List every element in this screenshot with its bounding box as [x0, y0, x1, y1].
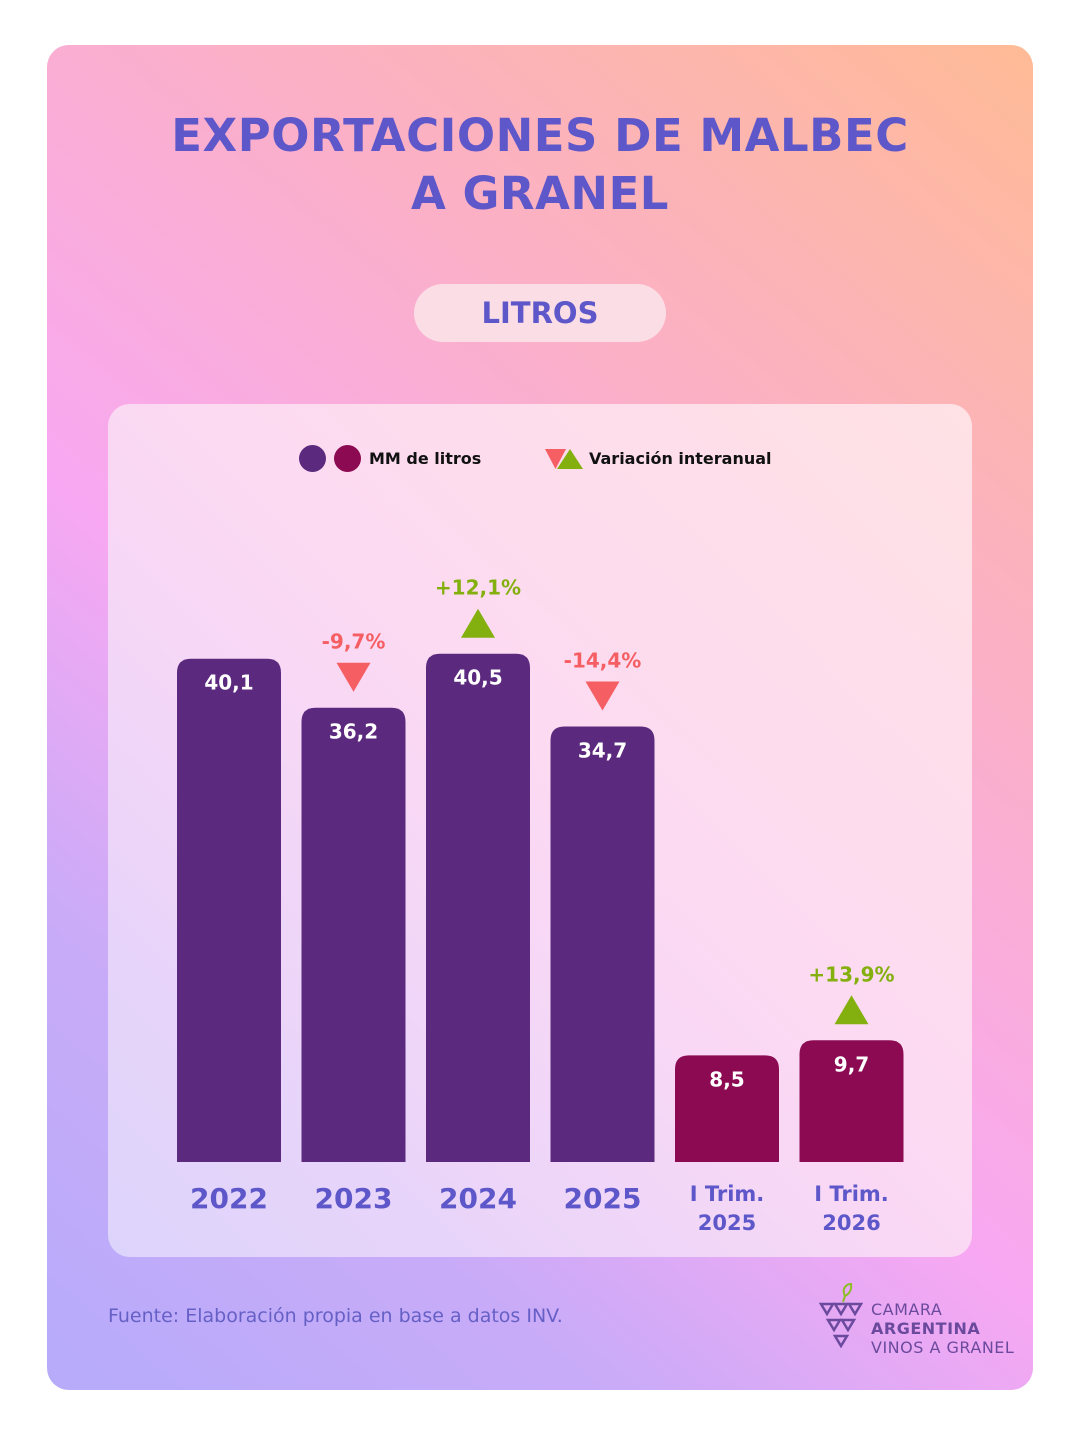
- bar-0: [177, 658, 281, 1162]
- category-label-0: 2022: [190, 1182, 268, 1215]
- bar-5: [799, 1040, 904, 1162]
- value-label-5: 9,7: [834, 1052, 869, 1076]
- bar-2: [426, 653, 530, 1162]
- logo-line-1: CAMARA: [871, 1300, 943, 1319]
- chart-title: EXPORTACIONES DE MALBEC A GRANEL: [47, 107, 1033, 223]
- value-label-4: 8,5: [709, 1067, 744, 1091]
- legend-up-triangle: [557, 449, 583, 469]
- legend-variation-icon: [545, 449, 583, 469]
- legend-series-label: MM de litros: [369, 449, 482, 468]
- legend-annual-dot: [299, 445, 326, 472]
- bar-1: [301, 707, 406, 1162]
- category-label-1: 2023: [315, 1182, 393, 1215]
- bar-4: [675, 1055, 779, 1162]
- title-line-1: EXPORTACIONES DE MALBEC: [171, 109, 909, 162]
- category-label-4-line-0: I Trim.: [690, 1182, 765, 1206]
- logo-line-3: VINOS A GRANEL: [871, 1338, 1015, 1357]
- category-label-2: 2024: [439, 1182, 517, 1215]
- bar-3: [550, 726, 655, 1162]
- legend-quarter-dot: [334, 445, 361, 472]
- value-label-2: 40,5: [453, 666, 502, 690]
- title-line-2: A GRANEL: [411, 167, 669, 220]
- logo-line-2: ARGENTINA: [871, 1319, 981, 1338]
- legend-variation-label: Variación interanual: [589, 449, 772, 468]
- variation-label-1: -9,7%: [322, 630, 386, 654]
- value-label-1: 36,2: [329, 720, 378, 744]
- variation-down-icon-1: [336, 662, 371, 692]
- unit-pill: LITROS: [414, 284, 666, 342]
- legend-down-triangle: [545, 449, 566, 469]
- category-label-5-line-0: I Trim.: [814, 1182, 889, 1206]
- infographic-card: EXPORTACIONES DE MALBEC A GRANEL LITROS …: [47, 45, 1033, 1390]
- variation-label-2: +12,1%: [435, 576, 521, 600]
- value-label-0: 40,1: [204, 671, 253, 695]
- category-label-5-line-1: 2026: [822, 1211, 880, 1235]
- variation-label-3: -14,4%: [564, 649, 642, 673]
- variation-up-icon-2: [461, 608, 495, 638]
- category-label-4-line-1: 2025: [698, 1211, 756, 1235]
- source-note: Fuente: Elaboración propia en base a dat…: [108, 1305, 563, 1327]
- logo: CAMARA ARGENTINA VINOS A GRANEL: [819, 1282, 1019, 1362]
- variation-down-icon-3: [585, 681, 620, 711]
- category-label-3: 2025: [564, 1182, 642, 1215]
- logo-grape-icon: [819, 1282, 864, 1349]
- variation-up-icon-5: [834, 995, 869, 1025]
- variation-label-5: +13,9%: [808, 962, 894, 986]
- value-label-3: 34,7: [578, 739, 627, 763]
- bar-chart: 40,1 2022 36,2 2023 -9,7% 40,5 2024 +12,1% 34,7 2…: [177, 576, 904, 1235]
